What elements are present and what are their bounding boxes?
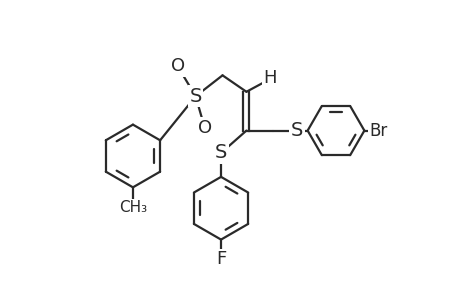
Text: F: F — [215, 250, 226, 268]
Text: O: O — [170, 57, 185, 75]
Text: O: O — [197, 118, 211, 136]
Text: CH₃: CH₃ — [118, 200, 147, 215]
Text: S: S — [291, 121, 303, 140]
Text: Br: Br — [369, 122, 387, 140]
Text: H: H — [263, 69, 276, 87]
Text: S: S — [214, 143, 227, 163]
Text: S: S — [189, 87, 202, 106]
